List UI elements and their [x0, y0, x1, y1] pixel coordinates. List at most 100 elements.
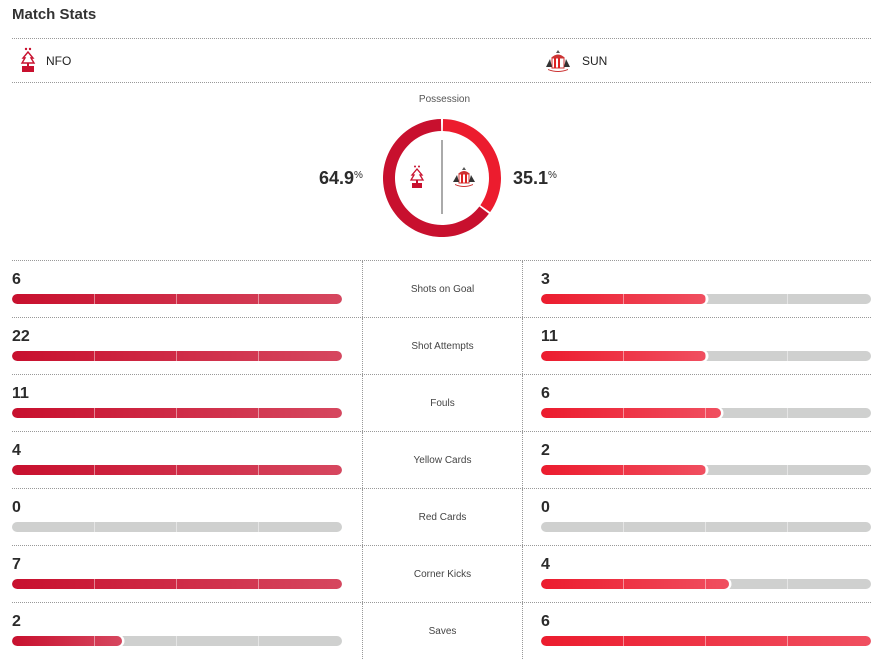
away-stat-bar — [541, 636, 871, 646]
away-stat-bar — [541, 351, 871, 361]
stat-row: 2 Saves 6 — [12, 602, 871, 659]
bar-tick — [176, 351, 177, 361]
bar-tick — [787, 579, 788, 589]
bar-tick — [94, 579, 95, 589]
bar-tick — [705, 636, 706, 646]
away-team: SUN — [544, 39, 607, 82]
sunderland-crest-icon — [453, 167, 475, 187]
bar-tick — [787, 351, 788, 361]
away-stat-value: 3 — [541, 271, 550, 288]
possession-label: Possession — [418, 94, 471, 105]
home-stat-value: 2 — [12, 613, 21, 630]
bar-tick — [176, 408, 177, 418]
home-stat-bar-fill — [12, 294, 342, 304]
bar-tick — [787, 465, 788, 475]
bar-tick — [258, 522, 259, 532]
home-stat-bar-fill — [12, 465, 342, 475]
bar-tick — [623, 351, 624, 361]
away-stat-bar-fill — [541, 465, 706, 475]
bar-tick — [705, 522, 706, 532]
away-stat-bar-fill — [541, 408, 721, 418]
teams-header: NFO SUN — [12, 38, 871, 83]
stat-label: Yellow Cards — [362, 432, 523, 488]
bar-tick — [176, 579, 177, 589]
bar-tick — [94, 465, 95, 475]
away-possession-value: 35.1% — [513, 168, 557, 188]
stat-label: Red Cards — [362, 489, 523, 545]
stat-label: Fouls — [362, 375, 523, 431]
stat-row: 0 Red Cards 0 — [12, 488, 871, 545]
bar-tick — [623, 579, 624, 589]
home-stat-bar-fill — [12, 636, 122, 646]
home-stat-bar — [12, 522, 342, 532]
bar-tick — [705, 465, 706, 475]
bar-tick — [258, 465, 259, 475]
home-stat-bar-fill — [12, 579, 342, 589]
away-stat-bar-fill — [541, 351, 706, 361]
home-stat-value: 6 — [12, 271, 21, 288]
bar-tick — [258, 294, 259, 304]
bar-tick — [176, 294, 177, 304]
stat-label: Corner Kicks — [362, 546, 523, 602]
bar-tick — [705, 579, 706, 589]
home-stat-bar-fill — [12, 351, 342, 361]
sunderland-crest-icon — [544, 49, 572, 73]
nottingham-forest-crest-icon — [20, 47, 36, 75]
home-stat-value: 7 — [12, 556, 21, 573]
bar-tick — [94, 351, 95, 361]
stat-row: 22 Shot Attempts 11 — [12, 317, 871, 374]
home-stat-bar-fill — [12, 408, 342, 418]
bar-tick — [705, 408, 706, 418]
bar-tick — [623, 465, 624, 475]
away-stat-value: 0 — [541, 499, 550, 516]
away-stat-value: 6 — [541, 385, 550, 402]
stat-row: 6 Shots on Goal 3 — [12, 260, 871, 317]
bar-tick — [94, 636, 95, 646]
stat-label: Shots on Goal — [362, 261, 523, 317]
away-stat-value: 6 — [541, 613, 550, 630]
home-team: NFO — [20, 39, 71, 82]
possession-donut — [383, 119, 501, 237]
bar-tick — [176, 522, 177, 532]
bar-tick — [705, 294, 706, 304]
home-stat-value: 11 — [12, 385, 29, 402]
home-stat-bar — [12, 636, 342, 646]
home-stat-bar — [12, 351, 342, 361]
away-stat-bar — [541, 465, 871, 475]
stat-row: 4 Yellow Cards 2 — [12, 431, 871, 488]
bar-tick — [623, 522, 624, 532]
bar-tick — [258, 579, 259, 589]
nottingham-forest-crest-icon — [409, 165, 425, 188]
away-possession-arc — [442, 119, 501, 213]
bar-tick — [623, 636, 624, 646]
bar-tick — [623, 408, 624, 418]
bar-tick — [176, 636, 177, 646]
home-stat-bar — [12, 294, 342, 304]
away-stat-bar — [541, 579, 871, 589]
home-stat-value: 4 — [12, 442, 21, 459]
away-stat-value: 11 — [541, 328, 558, 345]
bar-tick — [787, 636, 788, 646]
home-stat-bar — [12, 465, 342, 475]
stat-label: Saves — [362, 603, 523, 659]
bar-tick — [258, 351, 259, 361]
away-stat-value: 2 — [541, 442, 550, 459]
away-stat-bar — [541, 294, 871, 304]
home-stat-value: 0 — [12, 499, 21, 516]
stats-table: 6 Shots on Goal 3 22 — [12, 260, 871, 659]
away-stat-value: 4 — [541, 556, 550, 573]
bar-tick — [787, 522, 788, 532]
stat-label: Shot Attempts — [362, 318, 523, 374]
bar-tick — [94, 522, 95, 532]
away-stat-bar — [541, 522, 871, 532]
bar-tick — [787, 294, 788, 304]
bar-tick — [258, 636, 259, 646]
home-possession-value: 64.9% — [319, 168, 363, 188]
away-team-abbr: SUN — [582, 53, 608, 68]
home-team-abbr: NFO — [46, 53, 72, 68]
home-stat-value: 22 — [12, 328, 30, 345]
bar-tick — [94, 408, 95, 418]
home-stat-bar — [12, 579, 342, 589]
stat-row: 11 Fouls 6 — [12, 374, 871, 431]
home-stat-bar — [12, 408, 342, 418]
